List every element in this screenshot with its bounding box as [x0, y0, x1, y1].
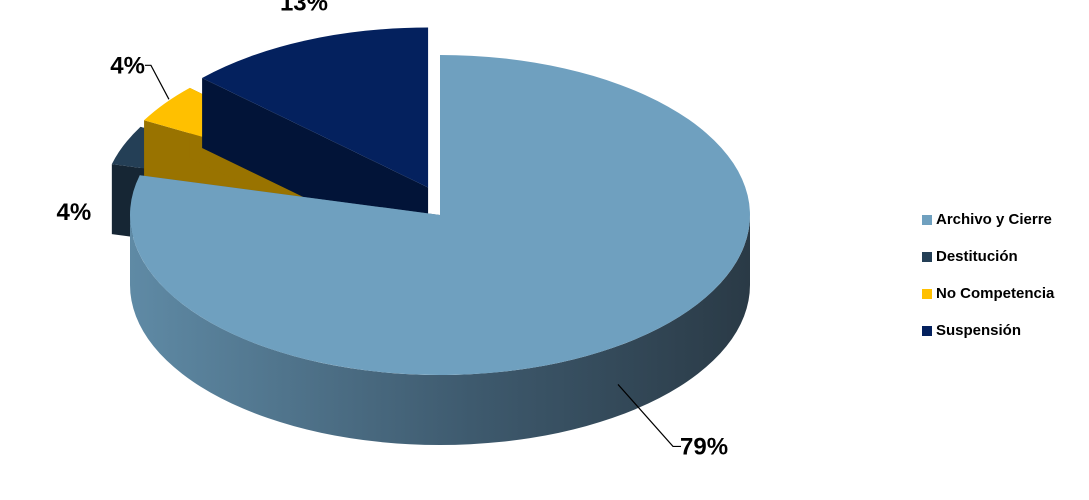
legend-label-archivo-y-cierre: Archivo y Cierre: [936, 211, 1052, 228]
legend-label-no-competencia: No Competencia: [936, 285, 1055, 302]
legend-item-destitucion: Destitución: [922, 247, 1054, 266]
legend-label-destitucion: Destitución: [936, 248, 1018, 265]
legend-swatch-destitucion: [922, 251, 932, 262]
legend-swatch-archivo-y-cierre: [922, 214, 932, 225]
legend: Archivo y Cierre Destitución No Competen…: [922, 210, 1054, 358]
data-label-no-competencia: 4%: [110, 52, 145, 79]
legend-label-suspension: Suspensión: [936, 322, 1022, 339]
legend-swatch-no-competencia: [922, 288, 932, 299]
data-label-suspension: 13%: [280, 0, 328, 17]
legend-item-suspension: Suspensión: [922, 321, 1054, 340]
data-label-archivo-y-cierre: 79%: [680, 433, 728, 460]
data-label-destitucion: 4%: [57, 199, 92, 226]
legend-swatch-suspension: [922, 325, 932, 336]
leader-line-no-competencia: [144, 64, 170, 100]
legend-item-no-competencia: No Competencia: [922, 284, 1054, 303]
legend-item-archivo-y-cierre: Archivo y Cierre: [922, 210, 1054, 229]
leader-line-archivo-y-cierre: [617, 384, 682, 448]
pie-slice-archivo-y-cierre: [130, 55, 750, 445]
